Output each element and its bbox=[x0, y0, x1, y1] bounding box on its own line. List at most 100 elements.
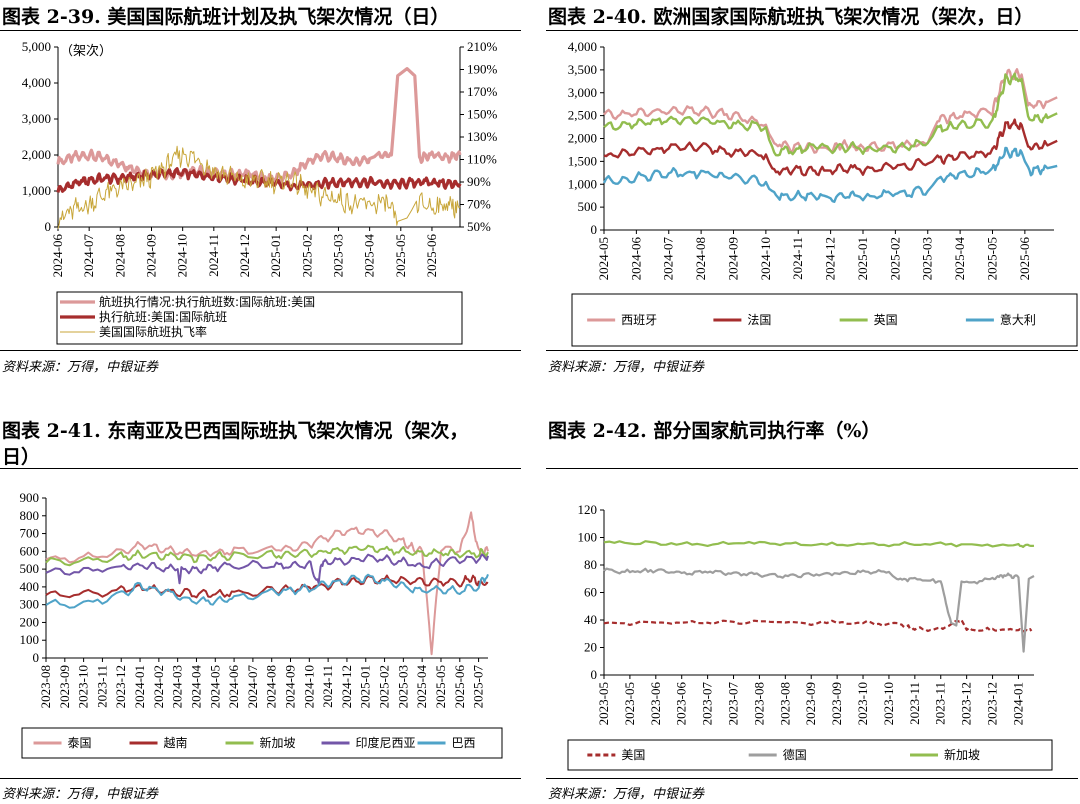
x-tick-label: 2025-02 bbox=[377, 665, 392, 708]
x-tick-label: 2024-12 bbox=[237, 234, 252, 277]
y-tick-label: 400 bbox=[20, 579, 40, 594]
x-tick-label: 2025-07 bbox=[471, 665, 486, 709]
legend-label: 泰国 bbox=[68, 736, 92, 750]
title-underline bbox=[546, 468, 1078, 469]
y-tick-label: 500 bbox=[578, 199, 598, 214]
y-tick-label: 600 bbox=[20, 543, 40, 558]
series-line-2 bbox=[56, 167, 462, 193]
series-line-1 bbox=[56, 67, 462, 184]
panel-title: 图表 2-42. 部分国家航司执行率（%） bbox=[548, 420, 881, 442]
legend-label: 美国国际航班执飞率 bbox=[99, 324, 207, 339]
legend-label: 法国 bbox=[747, 313, 771, 327]
y2-tick-label: 50% bbox=[467, 219, 491, 234]
x-tick-label: 2025-03 bbox=[395, 665, 410, 708]
x-tick-label: 2024-12 bbox=[823, 237, 838, 280]
x-tick-label: 2025-06 bbox=[424, 234, 439, 278]
x-tick-label: 2024-08 bbox=[264, 665, 279, 708]
legend-label: 新加坡 bbox=[260, 735, 296, 750]
y-tick-label: 2,000 bbox=[22, 147, 51, 162]
y-tick-label: 3,500 bbox=[568, 62, 597, 77]
y-tick-label: 5,000 bbox=[22, 39, 51, 54]
x-tick-label: 2023-07 bbox=[726, 682, 741, 726]
legend-label: 执行航班:美国:国际航班 bbox=[99, 309, 227, 324]
x-tick-label: 2024-12 bbox=[339, 665, 354, 708]
panel-title: 图表 2-41. 东南亚及巴西国际班执飞架次情况（架次， bbox=[2, 420, 469, 442]
x-tick-label: 2024-06 bbox=[226, 665, 241, 709]
x-tick-label: 2025-01 bbox=[855, 237, 870, 280]
x-tick-label: 2025-03 bbox=[920, 237, 935, 280]
panel-2-39: 图表 2-39. 美国国际航班计划及执飞架次情况（日） 0 1,000 2,000 3… bbox=[0, 0, 530, 380]
x-tick-label: 2025-02 bbox=[299, 234, 314, 277]
y-tick-label: 2,500 bbox=[568, 108, 597, 123]
legend-label: 航班执行情况:执行航班数:国际航班:美国 bbox=[99, 294, 315, 309]
legend-label: 意大利 bbox=[1000, 312, 1036, 327]
x-tick-label: 2024-11 bbox=[790, 237, 805, 280]
title-underline bbox=[0, 30, 521, 31]
title-underline bbox=[546, 30, 1078, 31]
panel-2-42: 图表 2-42. 部分国家航司执行率（%） 0 20 40 60 80 100 120 202… bbox=[546, 410, 1080, 804]
source-underline bbox=[546, 778, 1078, 779]
x-tick-label: 2023-10 bbox=[855, 682, 870, 725]
x-tick-label: 2024-03 bbox=[170, 665, 185, 708]
x-tick-label: 2024-11 bbox=[320, 665, 335, 708]
x-tick-label: 2023-08 bbox=[38, 665, 53, 708]
y-tick-label: 80 bbox=[584, 557, 597, 572]
x-tick-label: 2023-09 bbox=[829, 682, 844, 725]
x-tick-label: 2025-02 bbox=[887, 237, 902, 280]
x-tick-label: 2024-08 bbox=[112, 234, 127, 277]
x-tick-label: 2024-07 bbox=[661, 237, 676, 281]
x-tick-label: 2025-01 bbox=[358, 665, 373, 708]
series-line-4 bbox=[45, 553, 489, 585]
y-tick-label: 0 bbox=[591, 222, 598, 237]
y-tick-label: 1,000 bbox=[22, 183, 51, 198]
source-note: 资料来源：万得，中银证券 bbox=[2, 360, 159, 375]
x-tick-label: 2025-05 bbox=[984, 237, 999, 280]
x-tick-label: 2024-01 bbox=[1010, 682, 1025, 725]
source-note: 资料来源：万得，中银证券 bbox=[2, 787, 159, 802]
x-tick-label: 2025-04 bbox=[414, 665, 429, 709]
legend-box bbox=[56, 291, 463, 345]
y2-tick-label: 70% bbox=[467, 197, 491, 212]
y-tick-label: 3,000 bbox=[568, 85, 597, 100]
unit-label: （架次） bbox=[60, 43, 112, 58]
y2-tick-label: 90% bbox=[467, 174, 491, 189]
x-tick-label: 2023-05 bbox=[596, 682, 611, 725]
x-tick-label: 2024-05 bbox=[207, 665, 222, 708]
y-tick-label: 3,000 bbox=[22, 111, 51, 126]
y-tick-label: 200 bbox=[20, 614, 40, 629]
y-tick-label: 2,000 bbox=[568, 131, 597, 146]
series-line-3 bbox=[45, 544, 489, 567]
x-tick-label: 2025-06 bbox=[1017, 237, 1032, 281]
x-tick-label: 2024-09 bbox=[143, 234, 158, 277]
y-tick-label: 1,000 bbox=[568, 176, 597, 191]
x-tick-label: 2024-01 bbox=[132, 665, 147, 708]
legend-label: 印度尼西亚 bbox=[356, 735, 416, 750]
y-tick-label: 60 bbox=[584, 585, 597, 600]
legend-label: 英国 bbox=[874, 313, 898, 327]
y-tick-label: 40 bbox=[584, 612, 597, 627]
y2-tick-label: 170% bbox=[467, 84, 498, 99]
y-tick-label: 800 bbox=[20, 508, 40, 523]
y2-tick-label: 130% bbox=[467, 129, 498, 144]
x-tick-label: 2025-04 bbox=[952, 237, 967, 281]
x-tick-label: 2024-10 bbox=[175, 234, 190, 277]
y-tick-label: 20 bbox=[584, 640, 597, 655]
y-tick-label: 0 bbox=[591, 667, 598, 682]
x-tick-label: 2024-10 bbox=[301, 665, 316, 708]
x-tick-label: 2025-03 bbox=[330, 234, 345, 277]
source-note: 资料来源：万得，中银证券 bbox=[548, 787, 705, 802]
panel-title: 图表 2-39. 美国国际航班计划及执飞架次情况（日） bbox=[2, 6, 450, 28]
series-line-3 bbox=[603, 72, 1058, 157]
x-tick-label: 2025-01 bbox=[268, 234, 283, 277]
x-tick-label: 2023-08 bbox=[751, 682, 766, 725]
x-tick-label: 2023-06 bbox=[648, 682, 663, 726]
legend-label: 越南 bbox=[164, 735, 188, 750]
panel-2-40: 图表 2-40. 欧洲国家国际航班执飞架次情况（架次，日） 0 500 1,000 1… bbox=[546, 0, 1080, 380]
x-tick-label: 2023-12 bbox=[985, 682, 1000, 725]
x-tick-label: 2023-11 bbox=[933, 682, 948, 725]
y-tick-label: 4,000 bbox=[568, 39, 597, 54]
source-underline bbox=[0, 778, 521, 779]
chart-p41: 0 100 200 300 400 500 600 700 800 900 2023-08 2023-… bbox=[20, 490, 503, 759]
x-tick-label: 2024-10 bbox=[758, 237, 773, 280]
